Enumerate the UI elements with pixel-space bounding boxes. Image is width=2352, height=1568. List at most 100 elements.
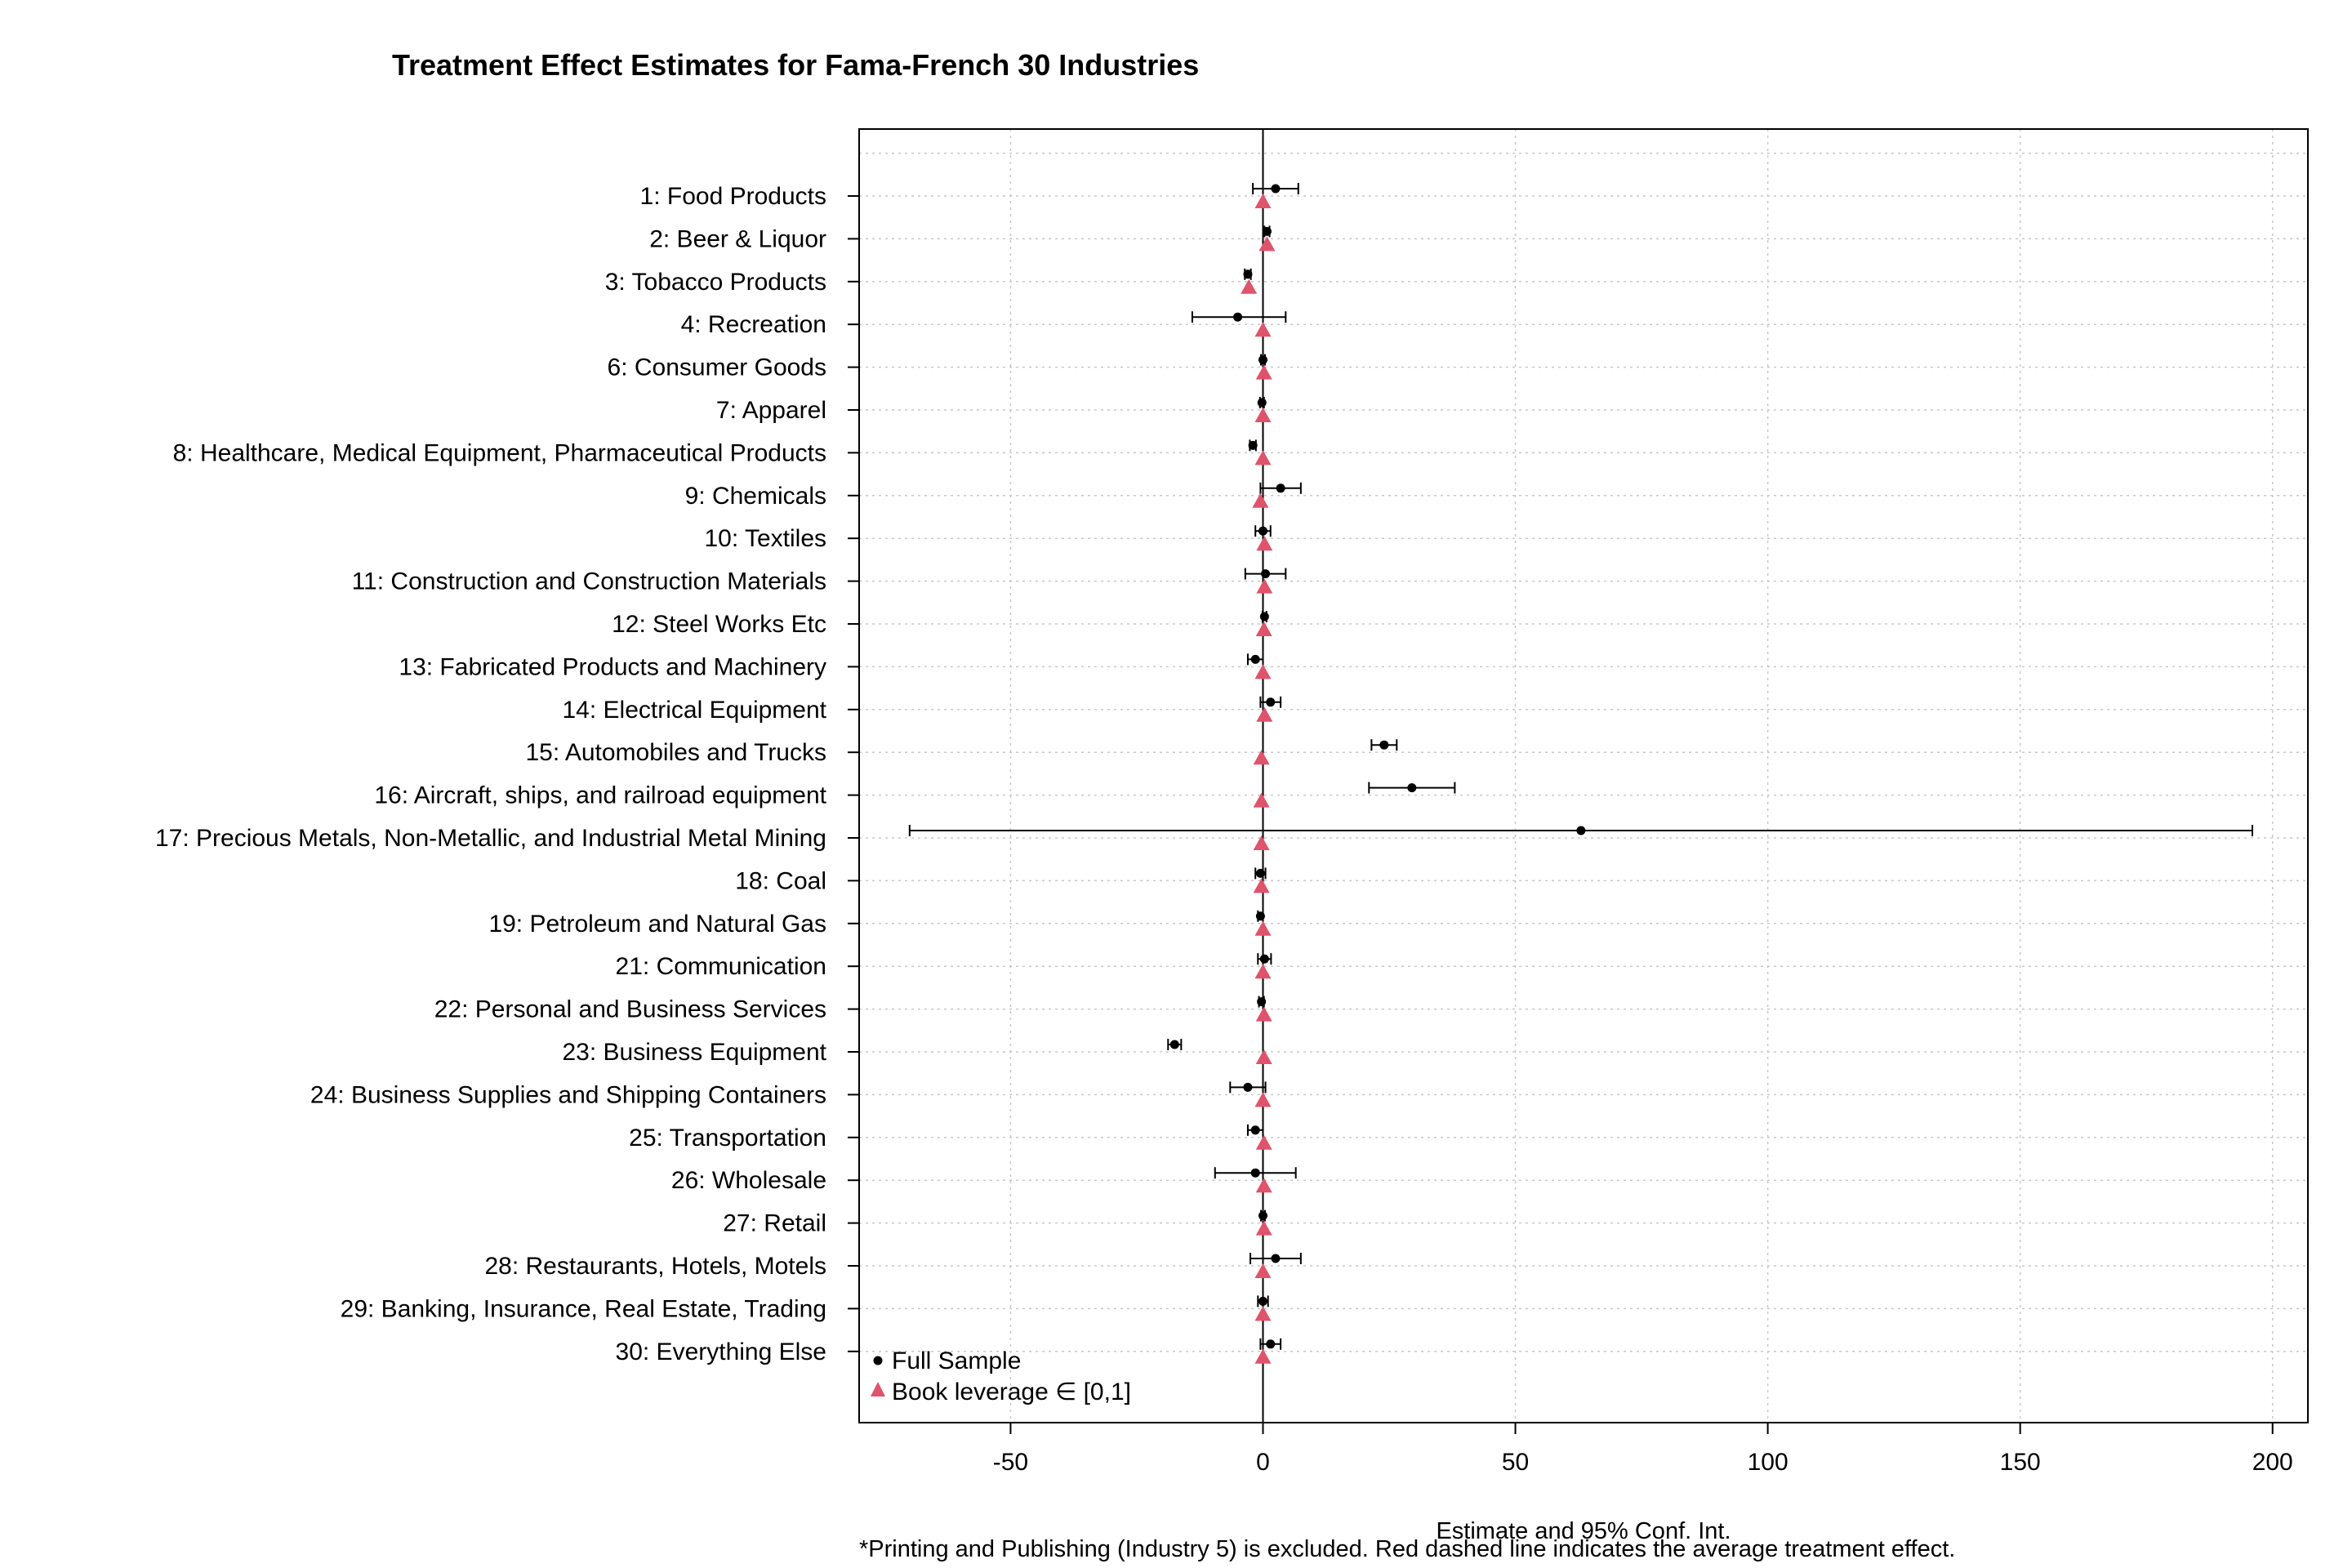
point-book-leverage (1241, 278, 1258, 294)
y-tick-label: 16: Aircraft, ships, and railroad equipm… (374, 782, 826, 809)
x-tick-label: 50 (1502, 1449, 1529, 1476)
point-book-leverage (1254, 194, 1272, 208)
point-full-sample (1257, 398, 1267, 408)
y-tick-label: 30: Everything Else (616, 1339, 826, 1365)
point-full-sample (1257, 997, 1267, 1007)
y-tick-label: 15: Automobiles and Trucks (525, 739, 826, 766)
point-full-sample (1255, 868, 1265, 878)
point-book-leverage (1254, 1348, 1272, 1364)
point-book-leverage (1254, 964, 1272, 979)
point-book-leverage (1255, 1220, 1272, 1236)
x-tick-label: 100 (1748, 1449, 1788, 1476)
x-tick-label: 150 (2000, 1449, 2041, 1476)
point-full-sample (1248, 440, 1258, 450)
y-tick-label: 8: Healthcare, Medical Equipment, Pharma… (173, 439, 826, 466)
point-book-leverage (1255, 621, 1272, 636)
point-book-leverage (1256, 578, 1273, 594)
y-tick-label: 27: Retail (723, 1210, 826, 1237)
point-full-sample (1271, 184, 1281, 194)
x-tick-label: -50 (993, 1449, 1028, 1476)
point-full-sample (1271, 1254, 1281, 1263)
point-book-leverage (1258, 236, 1276, 252)
y-tick-label: 12: Steel Works Etc (612, 611, 826, 638)
point-book-leverage (1254, 920, 1272, 936)
y-tick-label: 23: Business Equipment (562, 1039, 826, 1066)
point-book-leverage (1253, 878, 1270, 893)
point-book-leverage (1254, 1263, 1272, 1278)
y-tick-label: 17: Precious Metals, Non-Metallic, and I… (155, 825, 826, 852)
point-full-sample (1258, 1296, 1267, 1306)
legend-marker-full-sample (873, 1356, 883, 1365)
point-full-sample (1169, 1040, 1179, 1049)
plot-frame (858, 128, 2309, 1423)
point-book-leverage (1253, 792, 1270, 808)
point-full-sample (1259, 612, 1269, 621)
point-book-leverage (1254, 322, 1272, 337)
point-book-leverage (1254, 1092, 1272, 1107)
point-book-leverage (1256, 706, 1273, 722)
point-book-leverage (1253, 835, 1270, 850)
point-full-sample (1258, 1211, 1267, 1221)
series-book-leverage (1241, 194, 1276, 1364)
y-tick-label: 21: Communication (616, 953, 826, 980)
legend: Full Sample Book leverage ∈ [0,1] (871, 1348, 1131, 1405)
x-tick-label: 200 (2252, 1449, 2293, 1476)
y-tick-label: 29: Banking, Insurance, Real Estate, Tra… (341, 1295, 826, 1322)
point-book-leverage (1255, 1006, 1272, 1022)
y-tick-label: 25: Transportation (629, 1125, 826, 1152)
y-tick-label: 18: Coal (735, 867, 826, 894)
point-full-sample (1276, 483, 1285, 493)
y-tick-label: 9: Chemicals (685, 483, 826, 510)
point-book-leverage (1256, 536, 1273, 551)
y-tick-label: 28: Restaurants, Hotels, Motels (484, 1253, 826, 1280)
point-book-leverage (1255, 364, 1272, 380)
y-tick-label: 3: Tobacco Products (605, 269, 826, 296)
point-full-sample (1379, 740, 1389, 750)
x-axis: -50 0 50 100 150 200 (993, 1423, 2293, 1476)
point-full-sample (1407, 783, 1417, 793)
point-full-sample (1243, 270, 1253, 279)
y-tick-label: 13: Fabricated Products and Machinery (399, 653, 826, 680)
y-tick-label: 7: Apparel (716, 397, 826, 424)
point-full-sample (1255, 911, 1265, 921)
y-tick-label: 4: Recreation (681, 311, 826, 338)
footnote: *Printing and Publishing (Industry 5) is… (859, 1536, 1955, 1562)
point-full-sample (1250, 654, 1260, 664)
point-book-leverage (1255, 1134, 1272, 1150)
point-full-sample (1258, 355, 1267, 365)
chart-title: Treatment Effect Estimates for Fama-Fren… (392, 48, 1199, 82)
x-tick-label: 0 (1256, 1449, 1270, 1476)
y-tick-label: 14: Electrical Equipment (563, 697, 827, 724)
y-tick-label: 24: Business Supplies and Shipping Conta… (310, 1081, 826, 1108)
point-full-sample (1259, 954, 1269, 964)
point-book-leverage (1254, 664, 1272, 679)
y-tick-label: 26: Wholesale (671, 1167, 826, 1194)
y-tick-label: 19: Petroleum and Natural Gas (488, 911, 826, 938)
y-tick-label: 1: Food Products (640, 183, 826, 210)
y-tick-label: 6: Consumer Goods (608, 354, 826, 381)
y-tick-label: 10: Textiles (704, 525, 826, 552)
point-full-sample (1258, 526, 1267, 536)
point-book-leverage (1255, 1049, 1272, 1064)
point-full-sample (1266, 1339, 1276, 1349)
y-tick-label: 2: Beer & Liquor (649, 225, 826, 252)
point-full-sample (1250, 1168, 1260, 1178)
point-full-sample (1250, 1125, 1260, 1135)
legend-marker-book-leverage (871, 1382, 885, 1396)
series-full-sample (908, 183, 2254, 1350)
x-axis-label: Estimate and 95% Conf. Int. (1436, 1518, 1731, 1544)
point-full-sample (1233, 312, 1243, 322)
point-book-leverage (1254, 408, 1272, 422)
point-book-leverage (1252, 492, 1269, 508)
y-tick-label: 22: Personal and Business Services (434, 996, 826, 1023)
y-axis: 1: Food Products 2: Beer & Liquor 3: Tobac… (155, 183, 859, 1365)
point-book-leverage (1255, 1178, 1272, 1193)
legend-label-book-leverage: Book leverage ∈ [0,1] (892, 1379, 1131, 1405)
point-full-sample (1576, 826, 1586, 835)
legend-label-full-sample: Full Sample (892, 1348, 1021, 1374)
y-tick-label: 11: Construction and Construction Materi… (352, 568, 826, 595)
point-book-leverage (1253, 750, 1270, 765)
point-full-sample (1266, 697, 1276, 707)
